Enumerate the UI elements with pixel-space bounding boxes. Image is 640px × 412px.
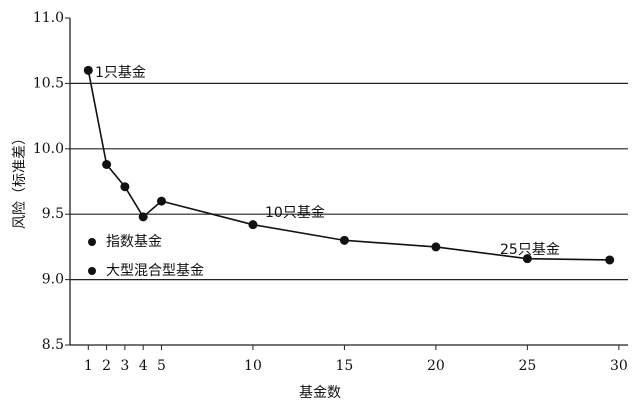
point	[605, 255, 615, 265]
point	[83, 65, 93, 75]
x-tick-label: 20	[427, 358, 445, 374]
x-tick-label: 30	[610, 358, 628, 374]
y-tick-label: 10.0	[33, 141, 64, 157]
line	[87, 70, 610, 261]
x-tick-label: 3	[120, 358, 129, 374]
x-axis-label: 基金数	[299, 384, 341, 401]
point	[102, 159, 112, 169]
legend-label: 指数基金	[106, 233, 162, 250]
y-tick-label: 8.5	[42, 337, 64, 353]
annotation: 1只基金	[95, 64, 146, 81]
point	[522, 254, 532, 264]
x-tick-label: 15	[336, 358, 354, 374]
y-tick-label: 9.0	[42, 272, 64, 288]
annotation: 25只基金	[500, 241, 560, 258]
x-tick-label: 1	[84, 358, 93, 374]
x-tick-label: 5	[157, 358, 166, 374]
x-tick-label: 25	[518, 358, 536, 374]
point	[156, 196, 166, 206]
x-tick-label: 4	[139, 358, 148, 374]
legend-label: 大型混合型基金	[106, 262, 204, 279]
annotation: 10只基金	[265, 204, 325, 221]
legend-marker	[88, 267, 96, 275]
y-axis-label: 风险（标准差）	[12, 131, 28, 229]
point	[138, 212, 148, 222]
point	[248, 220, 258, 230]
point	[431, 242, 441, 252]
point	[120, 182, 130, 192]
legend-marker	[88, 238, 96, 246]
y-tick-label: 9.5	[42, 206, 64, 222]
x-tick-label: 10	[244, 358, 262, 374]
point	[339, 235, 349, 245]
x-tick-label: 2	[102, 358, 111, 374]
y-tick-label: 11.0	[33, 10, 64, 26]
y-tick-label: 10.5	[33, 75, 64, 91]
